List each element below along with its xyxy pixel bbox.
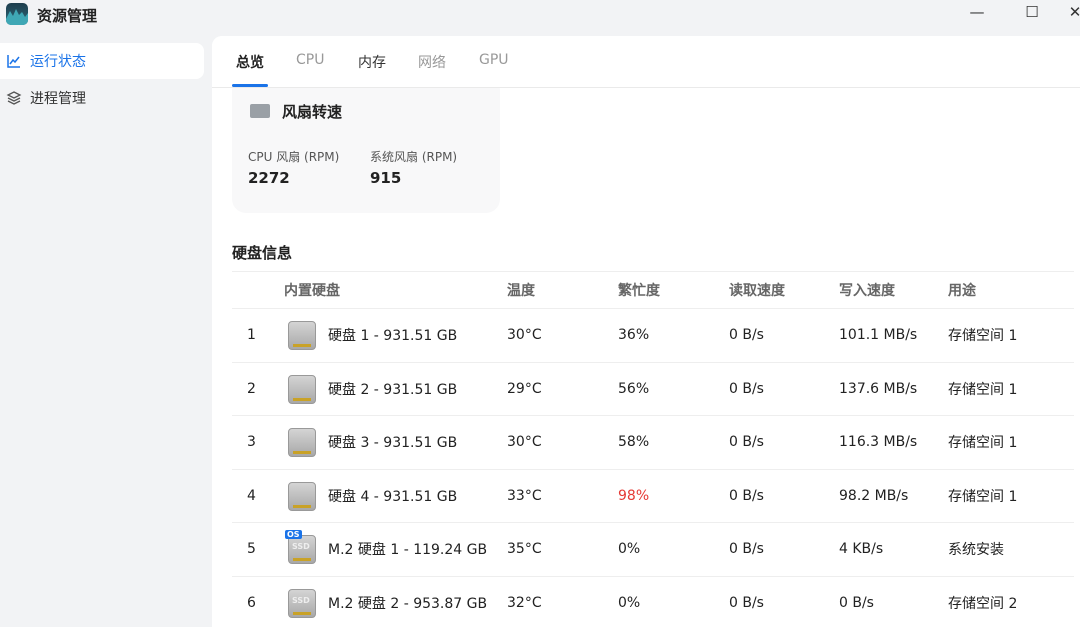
layers-icon [6, 91, 22, 105]
disk-temp: 29°C [507, 380, 542, 397]
disk-use: 存储空间 2 [948, 595, 1018, 612]
fan-speed-card: 风扇转速 CPU 风扇 (RPM) 2272 系统风扇 (RPM) 915 [232, 76, 500, 213]
disk-read: 0 B/s [729, 594, 764, 611]
disk-read: 0 B/s [729, 327, 764, 344]
cpu-fan-value: 2272 [248, 169, 290, 187]
hdd-icon [288, 374, 316, 404]
close-button[interactable]: ✕ [1068, 3, 1080, 21]
disk-table: 内置硬盘 温度 繁忙度 读取速度 写入速度 用途 1 硬盘 1 - 931.51… [232, 271, 1074, 627]
disk-number: 1 [247, 327, 256, 344]
disk-write: 0 B/s [839, 594, 874, 611]
table-row[interactable]: 6 SSD M.2 硬盘 2 - 953.87 GB 32°C 0% 0 B/s… [232, 577, 1074, 627]
disk-use: 存储空间 1 [948, 435, 1018, 452]
tab-gpu[interactable]: GPU [479, 52, 509, 68]
disk-number: 2 [247, 380, 256, 397]
disk-write: 98.2 MB/s [839, 487, 909, 504]
hdd-icon [288, 428, 316, 457]
tab-memory[interactable]: 内存 [358, 55, 386, 71]
disk-temp: 30°C [507, 327, 542, 344]
disk-write: 101.1 MB/s [839, 327, 918, 344]
disk-use: 存储空间 1 [948, 328, 1018, 345]
disk-read: 0 B/s [729, 487, 764, 504]
disk-name: 硬盘 1 - 931.51 GB [328, 328, 458, 345]
header-write: 写入速度 [839, 283, 895, 299]
table-row[interactable]: 3 硬盘 3 - 931.51 GB 30°C 58% 0 B/s 116.3 … [232, 416, 1074, 470]
app-title: 资源管理 [37, 7, 98, 25]
sidebar-item-process[interactable]: 进程管理 [0, 80, 204, 116]
cpu-fan-label: CPU 风扇 (RPM) [248, 150, 340, 164]
system-fan-label: 系统风扇 (RPM) [370, 150, 458, 164]
table-row[interactable]: 1 硬盘 1 - 931.51 GB 30°C 36% 0 B/s 101.1 … [232, 309, 1074, 363]
disk-number: 3 [247, 434, 256, 451]
disk-busy: 0% [618, 594, 641, 611]
fan-icon [250, 104, 270, 118]
disk-write: 116.3 MB/s [839, 434, 918, 451]
disk-name: M.2 硬盘 2 - 953.87 GB [328, 595, 488, 612]
disk-name: 硬盘 3 - 931.51 GB [328, 435, 458, 452]
os-badge: OS [285, 530, 302, 539]
ssd-label: SSD [292, 595, 310, 605]
system-fan-value: 915 [370, 169, 402, 187]
tab-cpu[interactable]: CPU [296, 52, 325, 68]
disk-use: 存储空间 1 [948, 488, 1018, 505]
disk-busy: 98% [618, 487, 650, 504]
line-chart-icon [7, 55, 20, 68]
disk-busy: 58% [618, 434, 650, 451]
disk-busy: 0% [618, 541, 641, 558]
app-logo-icon [6, 3, 28, 25]
disk-number: 4 [247, 487, 256, 504]
table-row[interactable]: 4 硬盘 4 - 931.51 GB 33°C 98% 0 B/s 98.2 M… [232, 470, 1074, 523]
table-row[interactable]: 5 SSD OS M.2 硬盘 1 - 119.24 GB 35°C 0% 0 B… [232, 523, 1074, 577]
tab-bar: 总览 CPU 内存 网络 GPU [212, 36, 1080, 88]
hdd-icon [288, 321, 316, 350]
ssd-icon: SSD [288, 588, 316, 618]
disk-use: 存储空间 1 [948, 381, 1018, 398]
disk-section-title: 硬盘信息 [232, 244, 293, 262]
ssd-label: SSD [292, 542, 310, 551]
disk-number: 5 [247, 541, 256, 558]
disk-write: 137.6 MB/s [839, 380, 918, 397]
table-header: 内置硬盘 温度 繁忙度 读取速度 写入速度 用途 [232, 272, 1074, 309]
header-temp: 温度 [507, 283, 535, 299]
disk-temp: 30°C [507, 434, 542, 451]
disk-temp: 32°C [507, 594, 542, 611]
tab-network[interactable]: 网络 [418, 55, 446, 71]
disk-name: M.2 硬盘 1 - 119.24 GB [328, 542, 488, 559]
header-read: 读取速度 [729, 283, 785, 299]
disk-number: 6 [247, 594, 256, 611]
disk-temp: 33°C [507, 487, 542, 504]
table-row[interactable]: 2 硬盘 2 - 931.51 GB 29°C 56% 0 B/s 137.6 … [232, 363, 1074, 416]
header-disk: 内置硬盘 [284, 283, 340, 299]
minimize-button[interactable]: — [969, 3, 985, 21]
hdd-icon [288, 481, 316, 511]
header-busy: 繁忙度 [618, 283, 660, 299]
maximize-button[interactable]: ☐ [1025, 3, 1039, 21]
disk-use: 系统安装 [948, 542, 1004, 559]
sidebar-item-status[interactable]: 运行状态 [0, 43, 204, 79]
title-bar: 资源管理 — ☐ ✕ [0, 0, 1080, 30]
tab-overview[interactable]: 总览 [236, 55, 264, 71]
disk-name: 硬盘 4 - 931.51 GB [328, 488, 458, 505]
disk-read: 0 B/s [729, 380, 764, 397]
disk-busy: 36% [618, 327, 650, 344]
disk-read: 0 B/s [729, 541, 764, 558]
sidebar-item-label: 运行状态 [30, 54, 86, 70]
disk-name: 硬盘 2 - 931.51 GB [328, 381, 458, 398]
disk-write: 4 KB/s [839, 541, 884, 558]
main-panel: 总览 CPU 内存 网络 GPU 风扇转速 CPU 风扇 (RPM) 2272 … [212, 36, 1080, 627]
header-use: 用途 [948, 283, 976, 299]
active-tab-indicator [232, 84, 268, 87]
sidebar-item-label: 进程管理 [30, 91, 86, 107]
fan-title: 风扇转速 [282, 103, 343, 121]
ssd-icon: SSD OS [285, 530, 316, 564]
disk-read: 0 B/s [729, 434, 764, 451]
disk-busy: 56% [618, 380, 650, 397]
disk-temp: 35°C [507, 541, 542, 558]
